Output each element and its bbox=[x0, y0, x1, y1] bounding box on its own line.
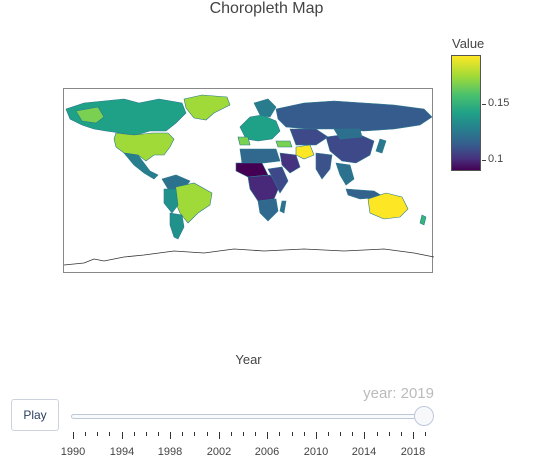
slider-tick bbox=[376, 432, 378, 436]
play-button[interactable]: Play bbox=[11, 399, 59, 431]
world-map[interactable] bbox=[64, 89, 434, 274]
slider-tick bbox=[413, 432, 414, 439]
region-madagascar[interactable] bbox=[279, 200, 287, 214]
region-peru-bolivia[interactable] bbox=[163, 188, 179, 214]
slider-tick bbox=[364, 432, 366, 439]
region-iran[interactable] bbox=[295, 144, 315, 160]
slider-tick-label: 1994 bbox=[109, 446, 135, 458]
region-europe[interactable] bbox=[239, 114, 281, 142]
region-argentina-chile[interactable] bbox=[169, 212, 185, 240]
region-australia[interactable] bbox=[367, 192, 409, 220]
colorbar-tick bbox=[482, 104, 486, 105]
slider-tick bbox=[158, 432, 159, 436]
slider-tick bbox=[145, 432, 147, 436]
slider-tick-label: 2006 bbox=[254, 446, 280, 458]
slider-tick bbox=[218, 432, 220, 439]
slider-tick bbox=[267, 432, 269, 439]
slider-tick bbox=[97, 432, 99, 436]
region-greenland[interactable] bbox=[183, 94, 231, 121]
region-turkey[interactable] bbox=[275, 140, 293, 148]
slider-tick bbox=[85, 432, 87, 436]
slider-tick bbox=[303, 432, 305, 436]
slider-tick bbox=[109, 432, 111, 436]
region-antarctica bbox=[64, 248, 434, 266]
slider-tick bbox=[194, 432, 196, 436]
region-east-africa[interactable] bbox=[267, 166, 289, 194]
slider-tick bbox=[121, 432, 123, 439]
region-arabia[interactable] bbox=[279, 152, 301, 174]
slider-tick-label: 1990 bbox=[60, 446, 86, 458]
colorbar-title: Value bbox=[452, 36, 485, 51]
region-central-asia[interactable] bbox=[289, 128, 329, 146]
region-united-states[interactable] bbox=[113, 132, 175, 162]
slider-tick bbox=[255, 432, 257, 436]
region-mexico[interactable] bbox=[123, 152, 159, 180]
region-sahel[interactable] bbox=[235, 162, 269, 178]
slider-axis-label: Year bbox=[235, 352, 262, 367]
colorbar-tick-label: 0.1 bbox=[488, 153, 504, 165]
slider-tick bbox=[340, 432, 342, 436]
slider-tick bbox=[328, 432, 329, 436]
map-frame[interactable] bbox=[63, 88, 434, 274]
region-japan[interactable] bbox=[375, 138, 387, 154]
slider-tick bbox=[279, 432, 281, 436]
region-india[interactable] bbox=[315, 152, 333, 180]
slider-tick bbox=[425, 432, 427, 436]
slider-tick bbox=[230, 432, 232, 436]
slider-tick bbox=[291, 432, 293, 436]
region-mongolia[interactable] bbox=[333, 128, 363, 140]
slider-tick bbox=[388, 432, 390, 436]
region-russia[interactable] bbox=[275, 100, 433, 132]
slider-tick bbox=[243, 432, 244, 436]
slider-tick bbox=[315, 432, 317, 439]
colorbar-tick bbox=[482, 160, 486, 161]
slider-tick-label: 2002 bbox=[206, 446, 232, 458]
slider-tick bbox=[400, 432, 402, 436]
region-north-africa[interactable] bbox=[239, 148, 281, 164]
region-scandinavia[interactable] bbox=[253, 98, 277, 118]
region-alaska[interactable] bbox=[75, 106, 105, 124]
slider-tick-label: 2010 bbox=[303, 446, 329, 458]
slider-current-value: year: 2019 bbox=[363, 385, 434, 402]
slider-tick bbox=[170, 432, 172, 439]
slider-tick-label: 1998 bbox=[157, 446, 183, 458]
slider-tick bbox=[352, 432, 354, 436]
chart-title: Choropleth Map bbox=[209, 0, 324, 17]
slider-tick bbox=[182, 432, 184, 436]
slider-tick-label: 2014 bbox=[351, 446, 377, 458]
slider-tick bbox=[133, 432, 135, 436]
region-southeast-asia[interactable] bbox=[335, 162, 355, 186]
colorbar-tick-label: 0.15 bbox=[488, 97, 510, 109]
slider-tick bbox=[73, 432, 74, 439]
region-spain[interactable] bbox=[237, 136, 251, 146]
region-southern-africa[interactable] bbox=[257, 198, 279, 222]
colorbar bbox=[451, 55, 481, 171]
slider-ticks bbox=[0, 432, 533, 442]
year-slider-rail[interactable] bbox=[71, 414, 433, 419]
slider-tick bbox=[206, 432, 208, 436]
year-slider-handle[interactable] bbox=[414, 406, 434, 426]
region-new-zealand[interactable] bbox=[419, 214, 427, 226]
slider-tick-label: 2018 bbox=[400, 446, 426, 458]
